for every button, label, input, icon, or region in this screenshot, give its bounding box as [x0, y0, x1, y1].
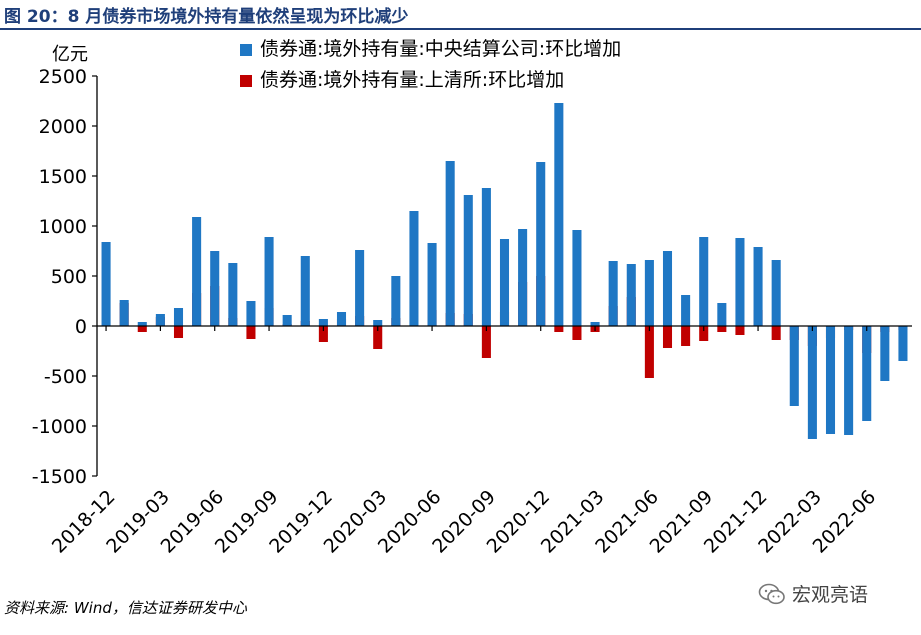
bar-central-clearing-2021-10: [717, 303, 727, 326]
bar-central-clearing-2018-12: [101, 242, 111, 326]
bar-central-clearing-2022-06: [862, 326, 872, 421]
legend-swatch-shanghai-clearing: [240, 74, 252, 87]
bar-central-clearing-2022-05: [844, 326, 854, 435]
source-note: 资料来源: Wind，信达证券研发中心: [4, 599, 247, 617]
y-tick-label: -1000: [32, 416, 87, 438]
bar-shanghai-clearing-2019-02: [137, 326, 147, 332]
y-tick-label: -500: [44, 366, 87, 388]
bar-shanghai-clearing-2020-03: [373, 326, 383, 349]
figure-title: 图 20：8 月债券市场境外持有量依然呈现为环比减少: [4, 7, 409, 27]
bar-shanghai-clearing-2021-02: [572, 326, 582, 340]
bar-central-clearing-2019-11: [300, 256, 310, 326]
bar-central-clearing-2019-03: [155, 314, 165, 326]
bar-central-clearing-2021-09: [699, 237, 709, 326]
legend-label-central-clearing: 债券通:境外持有量:中央结算公司:环比增加: [260, 38, 622, 60]
watermark-text: 宏观亮语: [792, 584, 869, 606]
bar-central-clearing-2019-06: [210, 251, 220, 326]
bar-central-clearing-2019-12: [318, 319, 328, 326]
bar-central-clearing-2020-02: [355, 250, 365, 326]
bar-central-clearing-2019-02: [137, 322, 147, 326]
bar-central-clearing-2022-03: [807, 326, 817, 439]
bar-shanghai-clearing-2021-06: [644, 326, 654, 378]
y-tick-label: 500: [51, 266, 87, 288]
y-tick-label: 0: [75, 316, 87, 338]
bar-central-clearing-2019-09: [264, 237, 274, 326]
bar-central-clearing-2019-10: [282, 315, 292, 326]
bar-central-clearing-2020-03: [373, 320, 383, 326]
bar-central-clearing-2020-10: [499, 239, 510, 326]
y-tick-label: 1000: [39, 216, 87, 238]
bar-central-clearing-2021-02: [572, 230, 582, 326]
bar-shanghai-clearing-2021-10: [717, 326, 727, 332]
legend-item-central-clearing: 债券通:境外持有量:中央结算公司:环比增加: [240, 34, 621, 65]
title-rule: [0, 28, 921, 30]
y-tick-label: -1500: [32, 466, 87, 488]
bar-central-clearing-2021-03: [590, 322, 600, 326]
bar-central-clearing-2021-11: [735, 238, 745, 326]
bar-central-clearing-2020-08: [463, 195, 473, 326]
legend: 债券通:境外持有量:中央结算公司:环比增加 债券通:境外持有量:上清所:环比增加: [240, 34, 621, 96]
bar-central-clearing-2021-06: [644, 260, 654, 326]
y-tick-label: 2000: [39, 116, 87, 138]
bar-shanghai-clearing-2021-09: [699, 326, 709, 341]
bar-central-clearing-2021-04: [608, 261, 618, 326]
bar-central-clearing-2022-04: [825, 326, 836, 434]
bar-central-clearing-2021-07: [662, 251, 673, 326]
y-axis-unit-label: 亿元: [52, 44, 88, 65]
bar-central-clearing-2022-07: [880, 326, 890, 381]
bar-shanghai-clearing-2019-12: [318, 326, 328, 342]
bar-central-clearing-2019-01: [119, 300, 129, 326]
bar-central-clearing-2021-08: [681, 295, 691, 326]
bar-central-clearing-2019-04: [173, 308, 184, 326]
legend-swatch-central-clearing: [240, 43, 252, 56]
y-tick-label: 2500: [39, 66, 87, 88]
bar-central-clearing-2020-01: [336, 312, 347, 326]
bar-central-clearing-2019-05: [192, 217, 202, 326]
bar-shanghai-clearing-2021-08: [681, 326, 691, 346]
wechat-icon: [758, 583, 785, 604]
bar-central-clearing-2022-08: [898, 326, 908, 361]
bar-shanghai-clearing-2019-04: [173, 326, 184, 338]
bar-central-clearing-2020-09: [481, 188, 491, 326]
bar-central-clearing-2020-06: [427, 243, 437, 326]
bar-central-clearing-2021-05: [626, 264, 636, 326]
bar-central-clearing-2022-02: [789, 326, 799, 406]
bar-central-clearing-2020-04: [391, 276, 401, 326]
bar-central-clearing-2020-12: [536, 162, 546, 326]
bar-central-clearing-2019-08: [246, 301, 256, 326]
bars-layer: [101, 103, 908, 439]
bar-shanghai-clearing-2020-09: [481, 326, 491, 358]
legend-label-shanghai-clearing: 债券通:境外持有量:上清所:环比增加: [260, 69, 565, 91]
bar-central-clearing-2019-07: [228, 263, 238, 326]
bar-shanghai-clearing-2022-01: [771, 326, 781, 340]
legend-item-shanghai-clearing: 债券通:境外持有量:上清所:环比增加: [240, 65, 621, 96]
watermark: 宏观亮语: [758, 580, 868, 607]
bar-shanghai-clearing-2021-01: [554, 326, 564, 332]
bar-central-clearing-2020-07: [445, 161, 455, 326]
bar-shanghai-clearing-2021-07: [662, 326, 673, 348]
bar-central-clearing-2020-11: [518, 229, 528, 326]
bar-central-clearing-2022-01: [771, 260, 781, 326]
y-tick-label: 1500: [39, 166, 87, 188]
bar-shanghai-clearing-2019-08: [246, 326, 256, 339]
bar-central-clearing-2020-05: [409, 211, 419, 326]
bar-central-clearing-2021-01: [554, 103, 564, 326]
bar-central-clearing-2021-12: [753, 247, 763, 326]
bar-shanghai-clearing-2021-11: [735, 326, 745, 335]
